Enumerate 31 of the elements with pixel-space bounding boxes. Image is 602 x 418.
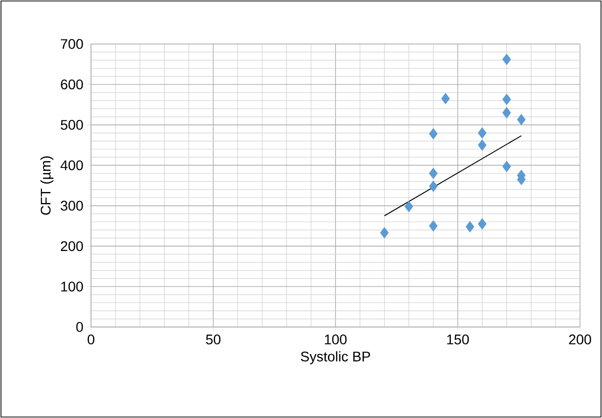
point [502,54,511,66]
y-tick-label: 600 [60,79,83,90]
point [502,94,511,106]
point [478,127,487,139]
point [404,200,414,212]
y-axis-title: CFT (µm) [40,156,54,215]
x-tick-label: 150 [447,334,469,344]
x-tick-label: 50 [206,334,220,344]
y-tick-label: 200 [60,241,83,252]
y-tick-label: 0 [76,322,83,332]
point [478,139,487,151]
x-tick-label: 200 [569,334,592,344]
point [428,168,438,180]
point [466,221,474,232]
point [428,128,438,140]
y-tick-label: 100 [61,282,83,292]
point [517,114,526,126]
y-tick-label: 400 [60,160,83,170]
point [502,160,511,172]
y-tick-label: 500 [60,120,83,130]
point [478,218,487,230]
point [428,220,438,232]
point [441,92,450,104]
point [502,107,511,118]
x-tick-label: 100 [324,334,347,344]
y-tick-label: 300 [60,200,83,211]
x-tick-label: 0 [88,334,94,344]
y-tick-label: 700 [60,39,83,49]
x-axis-title: Systolic BP [300,351,370,364]
point [380,227,389,238]
point [428,180,438,192]
